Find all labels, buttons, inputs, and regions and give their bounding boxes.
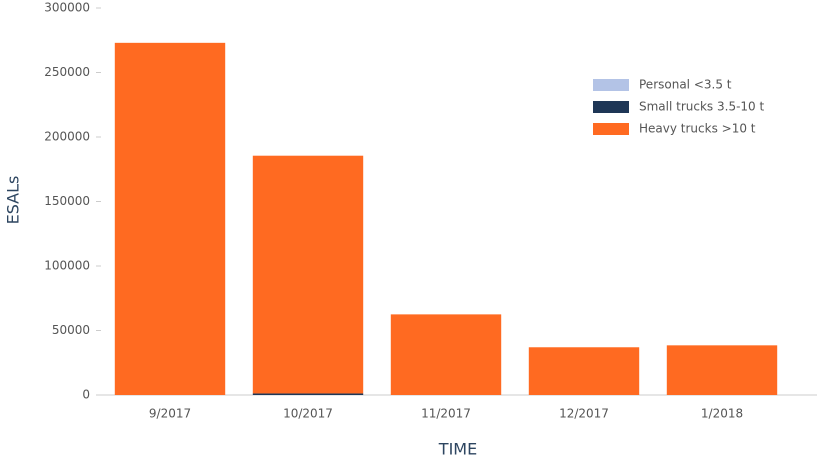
bar-segment: [252, 393, 364, 395]
y-tick-label: 50000: [52, 323, 90, 337]
bar-segment: [390, 314, 502, 395]
y-tick-label: 250000: [44, 65, 90, 79]
y-tick-label: 200000: [44, 130, 90, 144]
y-tick-label: 0: [82, 388, 90, 402]
x-tick-label: 9/2017: [149, 407, 191, 421]
legend-swatch: [593, 123, 629, 135]
legend-swatch: [593, 79, 629, 91]
x-tick-label: 1/2018: [701, 407, 743, 421]
x-axis-label: TIME: [438, 440, 477, 459]
legend-label: Small trucks 3.5-10 t: [639, 100, 764, 114]
bar-segment: [114, 42, 226, 396]
bar-segment: [666, 345, 778, 395]
x-tick-label: 10/2017: [283, 407, 333, 421]
legend-swatch: [593, 101, 629, 113]
y-tick-label: 150000: [44, 194, 90, 208]
y-tick-label: 300000: [44, 1, 90, 15]
legend-label: Heavy trucks >10 t: [639, 122, 756, 136]
y-tick-label: 100000: [44, 259, 90, 273]
legend-label: Personal <3.5 t: [639, 78, 732, 92]
x-tick-label: 11/2017: [421, 407, 471, 421]
bar-segment: [528, 347, 640, 395]
y-axis-label: ESALs: [4, 176, 23, 225]
bar-segment: [252, 155, 364, 394]
x-tick-label: 12/2017: [559, 407, 609, 421]
